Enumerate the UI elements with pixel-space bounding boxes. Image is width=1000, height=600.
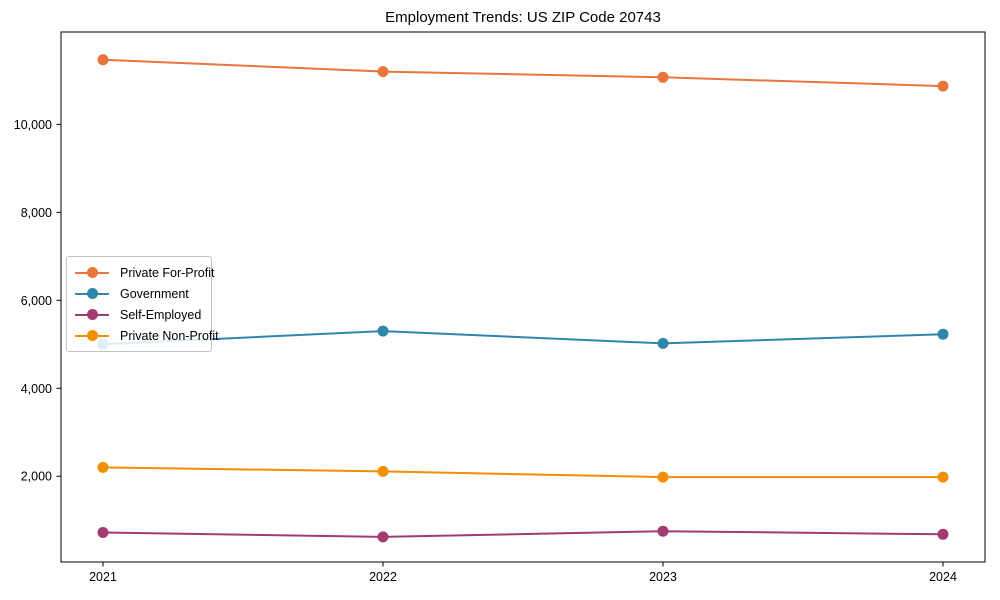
series-line-self-employed [102, 530, 944, 538]
x-tick-label: 2021 [89, 570, 117, 584]
series-marker-government [377, 325, 389, 337]
series-marker-private-for-profit [657, 71, 669, 83]
x-tick-label: 2022 [369, 570, 397, 584]
chart-title: Employment Trends: US ZIP Code 20743 [385, 9, 661, 26]
legend-item-private-non-profit: Private Non-Profit [75, 325, 219, 346]
y-tick-label: 10,000 [14, 118, 52, 132]
series-line-private-non-profit [102, 466, 943, 479]
series-marker-government [657, 337, 669, 349]
series-marker-self-employed [657, 525, 669, 537]
legend: Private For-Profit Government Self-Employe… [66, 256, 219, 352]
legend-item-self-employed: Self-Employed [75, 304, 203, 325]
y-tick-label: 8,000 [21, 206, 52, 220]
y-tick-label: 4,000 [21, 382, 52, 396]
series-marker-self-employed [97, 527, 109, 538]
series-marker-private-for-profit [377, 66, 389, 78]
legend-label: Private Non-Profit [120, 328, 219, 343]
plot-frame [60, 31, 986, 563]
series-marker-private-non-profit [377, 465, 389, 477]
legend-swatch-icon [75, 309, 109, 320]
series-marker-private-for-profit [97, 54, 109, 66]
series-marker-private-for-profit [937, 80, 949, 92]
series-line-private-for-profit [102, 58, 944, 88]
legend-label: Government [120, 286, 189, 301]
series-marker-self-employed [377, 531, 389, 543]
series-marker-private-non-profit [97, 461, 109, 473]
y-tick-label: 2,000 [21, 470, 52, 484]
series-marker-self-employed [937, 528, 949, 540]
legend-swatch-icon [75, 267, 109, 278]
legend-item-private-for-profit: Private For-Profit [75, 262, 214, 283]
x-tick-label: 2024 [929, 570, 957, 584]
legend-label: Private For-Profit [120, 265, 215, 280]
series-marker-private-non-profit [937, 471, 949, 483]
y-tick-label: 6,000 [21, 294, 52, 308]
legend-label: Self-Employed [120, 307, 202, 322]
series-line-government [102, 330, 944, 346]
legend-swatch-icon [75, 288, 109, 299]
legend-item-government: Government [75, 283, 203, 304]
legend-swatch-icon [75, 330, 109, 341]
series-marker-government [937, 328, 949, 340]
x-tick-label: 2023 [649, 570, 677, 584]
series-marker-private-non-profit [657, 471, 669, 483]
